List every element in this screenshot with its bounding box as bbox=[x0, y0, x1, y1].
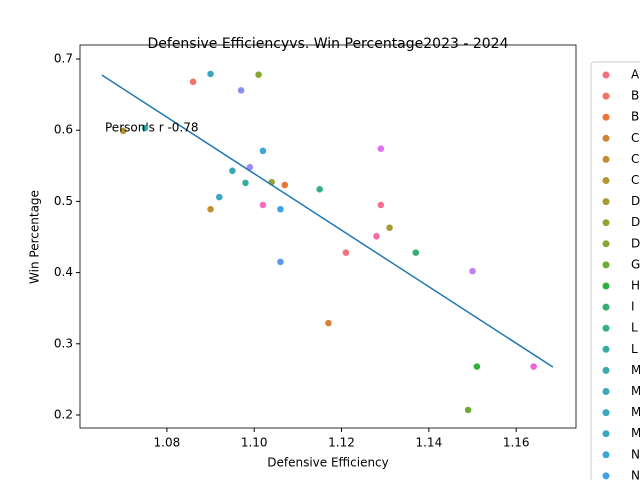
legend-marker bbox=[602, 261, 610, 269]
legend-label: G bbox=[631, 257, 640, 271]
legend-label: H bbox=[631, 279, 640, 293]
legend-label: C bbox=[631, 173, 639, 187]
data-point bbox=[385, 223, 394, 232]
legend-marker bbox=[602, 366, 610, 374]
data-point bbox=[464, 406, 472, 414]
legend-marker bbox=[602, 134, 610, 142]
data-point bbox=[237, 86, 245, 95]
data-point bbox=[119, 127, 127, 135]
x-axis-label: Defensive Efficiency bbox=[267, 456, 389, 470]
legend-label: D bbox=[631, 236, 640, 250]
y-axis-label: Win Percentage bbox=[28, 190, 42, 284]
data-point bbox=[377, 144, 385, 153]
legend-marker bbox=[602, 177, 610, 184]
data-point bbox=[206, 70, 215, 78]
data-point bbox=[228, 167, 237, 175]
legend-marker bbox=[602, 240, 610, 248]
y-tick-label: 0.6 bbox=[54, 123, 73, 137]
annotation: Person's r -0.78 bbox=[105, 121, 199, 135]
legend-label: N bbox=[631, 447, 640, 461]
legend-marker bbox=[602, 155, 610, 163]
legend-label: B bbox=[631, 110, 639, 124]
data-point bbox=[259, 201, 267, 209]
data-point bbox=[276, 205, 285, 213]
data-point bbox=[342, 248, 350, 257]
data-point bbox=[372, 232, 381, 241]
legend-marker bbox=[602, 71, 610, 79]
legend-marker bbox=[602, 472, 610, 480]
data-point bbox=[276, 258, 285, 266]
legend-marker bbox=[602, 451, 610, 459]
legend-label: D bbox=[631, 194, 640, 208]
legend-label: L bbox=[631, 342, 638, 356]
data-point bbox=[215, 193, 224, 201]
y-tick-label: 0.2 bbox=[54, 407, 73, 421]
data-point bbox=[259, 147, 267, 155]
y-tick-label: 0.3 bbox=[54, 336, 73, 350]
legend-marker bbox=[602, 409, 610, 417]
y-tick-label: 0.5 bbox=[54, 194, 73, 208]
x-tick-label: 1.16 bbox=[503, 436, 530, 450]
legend-label: D bbox=[631, 215, 640, 229]
data-point bbox=[141, 124, 149, 132]
y-tick-label: 0.4 bbox=[54, 265, 73, 279]
data-point bbox=[473, 362, 481, 371]
data-point bbox=[254, 70, 263, 79]
x-tick-label: 1.14 bbox=[415, 436, 442, 450]
legend-label: M bbox=[631, 363, 640, 377]
data-point bbox=[281, 181, 289, 189]
data-point bbox=[315, 185, 324, 194]
legend-label: B bbox=[631, 89, 639, 103]
legend-label: C bbox=[631, 131, 639, 145]
x-tick-label: 1.08 bbox=[154, 436, 181, 450]
data-point bbox=[206, 205, 215, 213]
y-tick-label: 0.7 bbox=[54, 52, 73, 66]
x-tick-label: 1.12 bbox=[328, 436, 355, 450]
legend-label: M bbox=[631, 384, 640, 398]
data-point bbox=[324, 319, 333, 327]
data-point bbox=[412, 248, 420, 257]
data-point bbox=[377, 201, 385, 209]
trend-line bbox=[101, 74, 554, 368]
chart-title: Defensive Efficiencyvs. Win Percentage20… bbox=[148, 36, 509, 52]
plot-frame bbox=[79, 44, 577, 429]
data-point bbox=[529, 362, 538, 371]
legend-marker bbox=[602, 219, 610, 227]
legend-marker bbox=[602, 303, 610, 311]
legend-label: N bbox=[631, 468, 640, 480]
legend-marker bbox=[602, 198, 610, 206]
legend-label: M bbox=[631, 426, 640, 440]
legend-label: M bbox=[631, 405, 640, 419]
legend-box bbox=[590, 61, 640, 480]
legend-marker bbox=[602, 92, 610, 100]
legend-label: L bbox=[631, 321, 638, 335]
data-point bbox=[468, 267, 477, 275]
legend-marker bbox=[602, 113, 610, 121]
legend-marker bbox=[602, 345, 610, 353]
legend-marker bbox=[602, 324, 610, 332]
legend-marker bbox=[602, 282, 610, 290]
legend-marker bbox=[602, 430, 610, 438]
legend-label: A bbox=[631, 68, 640, 82]
legend-marker bbox=[602, 388, 610, 395]
data-point bbox=[241, 179, 250, 187]
x-tick-label: 1.10 bbox=[241, 436, 268, 450]
legend-label: I bbox=[631, 300, 635, 314]
legend-label: C bbox=[631, 152, 639, 166]
data-point bbox=[189, 78, 197, 86]
